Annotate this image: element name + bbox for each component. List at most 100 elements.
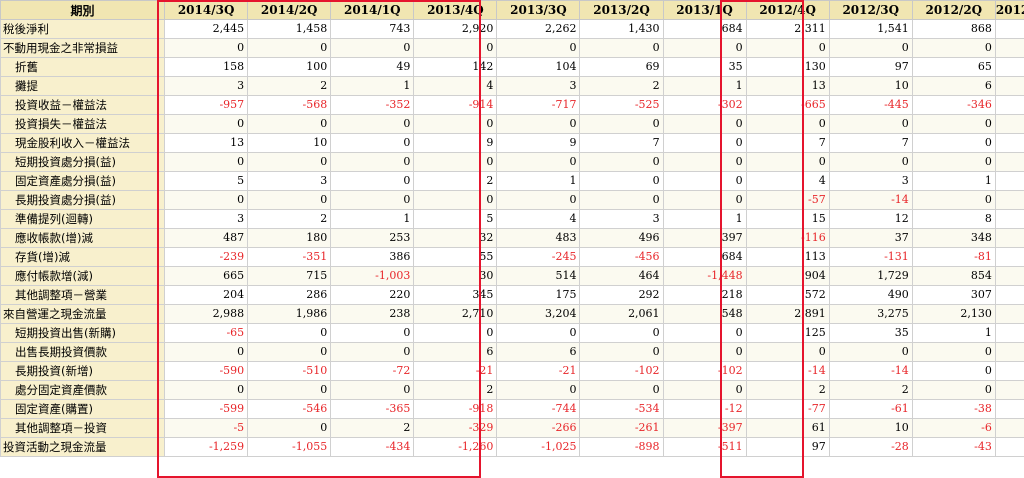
period-header: 2013/3Q xyxy=(496,0,581,20)
value-cell: 307 xyxy=(911,285,996,305)
value-cell: 1 xyxy=(662,209,747,229)
value-cell: 0 xyxy=(330,133,415,153)
row-label: 應收帳款(增)減 xyxy=(0,228,166,248)
value-cell: 0 xyxy=(579,152,664,172)
value-cell: 2,988 xyxy=(164,304,249,324)
value-cell: 0 xyxy=(164,114,249,134)
value-cell: -21 xyxy=(413,361,498,381)
value-cell: 0 xyxy=(496,38,581,58)
value-cell: 487 xyxy=(164,228,249,248)
value-cell: 1,729 xyxy=(828,266,913,286)
header-row: 期別 2014/3Q 2014/2Q 2014/1Q 2013/4Q 2013/3Q 20… xyxy=(0,0,1024,20)
value-cell: -245 xyxy=(496,247,581,267)
value-cell: 220 xyxy=(330,285,415,305)
value-cell: 0 xyxy=(662,133,747,153)
value-cell: 2,061 xyxy=(579,304,664,324)
row-label: 不動用現金之非常損益 xyxy=(0,38,166,58)
row-label: 出售長期投資價款 xyxy=(0,342,166,362)
value-cell: 69 xyxy=(579,57,664,77)
value-cell: 0 xyxy=(745,342,830,362)
value-cell: 7 xyxy=(745,133,830,153)
value-cell: -72 xyxy=(330,361,415,381)
row-label: 折舊 xyxy=(0,57,166,77)
value-cell: -302 xyxy=(662,95,747,115)
value-cell: 1,458 xyxy=(247,19,332,39)
row-label: 長期投資處分損(益) xyxy=(0,190,166,210)
value-cell: 37 xyxy=(828,228,913,248)
value-cell: 743 xyxy=(330,19,415,39)
value-cell: 4 xyxy=(496,209,581,229)
value-cell: 130 xyxy=(745,57,830,77)
value-cell: 514 xyxy=(496,266,581,286)
value-cell: 3,204 xyxy=(496,304,581,324)
value-cell: 0 xyxy=(164,380,249,400)
value-cell: 5 xyxy=(413,209,498,229)
value-cell: 1 xyxy=(911,171,996,191)
value-cell: -5 xyxy=(164,418,249,438)
row-label: 長期投資(新增) xyxy=(0,361,166,381)
value-cell: 0 xyxy=(330,114,415,134)
value-cell: 0 xyxy=(828,342,913,362)
value-cell: 2,891 xyxy=(745,304,830,324)
value-cell: 684 xyxy=(662,19,747,39)
value-cell: -445 xyxy=(828,95,913,115)
value-cell: 665 xyxy=(164,266,249,286)
value-cell: 490 xyxy=(828,285,913,305)
table-row: 投資損失－權益法 0 0 0 0 0 0 0 0 0 0 xyxy=(0,114,1024,134)
value-cell: ( xyxy=(994,247,1024,267)
value-cell: 35 xyxy=(828,323,913,343)
value-cell: 0 xyxy=(911,38,996,58)
value-cell: 13 xyxy=(164,133,249,153)
value-cell: 0 xyxy=(330,323,415,343)
period-header: 2013/2Q xyxy=(579,0,664,20)
value-cell: 0 xyxy=(164,38,249,58)
value-cell: 0 xyxy=(579,114,664,134)
value-cell: -6 xyxy=(911,418,996,438)
value-cell xyxy=(994,133,1024,153)
value-cell: 9 xyxy=(496,133,581,153)
value-cell: 30 xyxy=(413,266,498,286)
value-cell: -1,259 xyxy=(164,437,249,457)
value-cell: 0 xyxy=(911,361,996,381)
value-cell: 2 xyxy=(247,76,332,96)
value-cell: 1 xyxy=(662,76,747,96)
value-cell: -77 xyxy=(745,399,830,419)
value-cell xyxy=(994,38,1024,58)
value-cell: -57 xyxy=(745,190,830,210)
value-cell: 0 xyxy=(579,323,664,343)
value-cell xyxy=(994,152,1024,172)
value-cell: 0 xyxy=(330,38,415,58)
value-cell: 13 xyxy=(745,76,830,96)
period-header: 2012/4Q xyxy=(745,0,830,20)
value-cell: 12 xyxy=(828,209,913,229)
value-cell: 904 xyxy=(745,266,830,286)
value-cell: 104 xyxy=(496,57,581,77)
value-cell: 2,311 xyxy=(745,19,830,39)
value-cell: -898 xyxy=(579,437,664,457)
value-cell: 0 xyxy=(247,323,332,343)
value-cell: 0 xyxy=(330,342,415,362)
value-cell: 125 xyxy=(745,323,830,343)
value-cell: 3 xyxy=(247,171,332,191)
value-cell: 1,986 xyxy=(247,304,332,324)
value-cell: 5 xyxy=(164,171,249,191)
value-cell: 0 xyxy=(662,171,747,191)
value-cell: 2 xyxy=(579,76,664,96)
value-cell: 2,445 xyxy=(164,19,249,39)
value-cell: -1,448 xyxy=(662,266,747,286)
value-cell: 386 xyxy=(330,247,415,267)
value-cell: 0 xyxy=(496,114,581,134)
value-cell: 1 xyxy=(330,209,415,229)
value-cell: 464 xyxy=(579,266,664,286)
row-label: 短期投資出售(新購) xyxy=(0,323,166,343)
value-cell: 10 xyxy=(828,76,913,96)
value-cell: 2 xyxy=(247,209,332,229)
table-row: 出售長期投資價款 0 0 0 6 6 0 0 0 0 0 xyxy=(0,342,1024,362)
value-cell: 0 xyxy=(579,171,664,191)
period-header: 2013/4Q xyxy=(413,0,498,20)
value-cell: 113 xyxy=(745,247,830,267)
value-cell: 715 xyxy=(247,266,332,286)
value-cell: 4 xyxy=(745,171,830,191)
value-cell: 292 xyxy=(579,285,664,305)
value-cell: 0 xyxy=(828,114,913,134)
